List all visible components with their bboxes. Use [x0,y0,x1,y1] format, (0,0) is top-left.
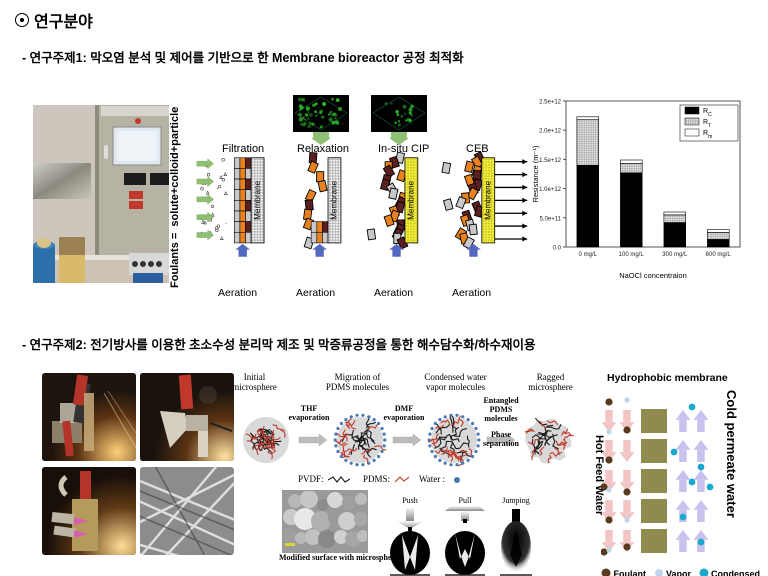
svg-text:Membrane: Membrane [253,180,262,220]
svg-text:Pull: Pull [459,496,473,505]
svg-text:Resistance (m⁻¹): Resistance (m⁻¹) [531,145,540,202]
svg-text:2.0e+12: 2.0e+12 [539,129,562,135]
svg-text:Jumping: Jumping [502,496,530,505]
svg-text:Membrane: Membrane [407,180,416,220]
svg-text:0 mg/L: 0 mg/L [579,252,598,258]
svg-text:Membrane: Membrane [483,180,492,220]
svg-text:1.5e+12: 1.5e+12 [539,158,562,164]
svg-text:0.0: 0.0 [553,246,562,252]
svg-text:NaOCl concentraion: NaOCl concentraion [619,271,687,280]
svg-text:2.5e+12: 2.5e+12 [539,100,562,106]
svg-text:300 mg/L: 300 mg/L [662,252,688,258]
svg-text:Membrane: Membrane [330,180,339,220]
svg-text:Push: Push [402,496,418,505]
svg-text:100 mg/L: 100 mg/L [619,252,645,258]
svg-text:1.0e+12: 1.0e+12 [539,187,562,193]
svg-text:5.0e+11: 5.0e+11 [540,216,562,222]
svg-text:600 mg/L: 600 mg/L [706,252,732,258]
